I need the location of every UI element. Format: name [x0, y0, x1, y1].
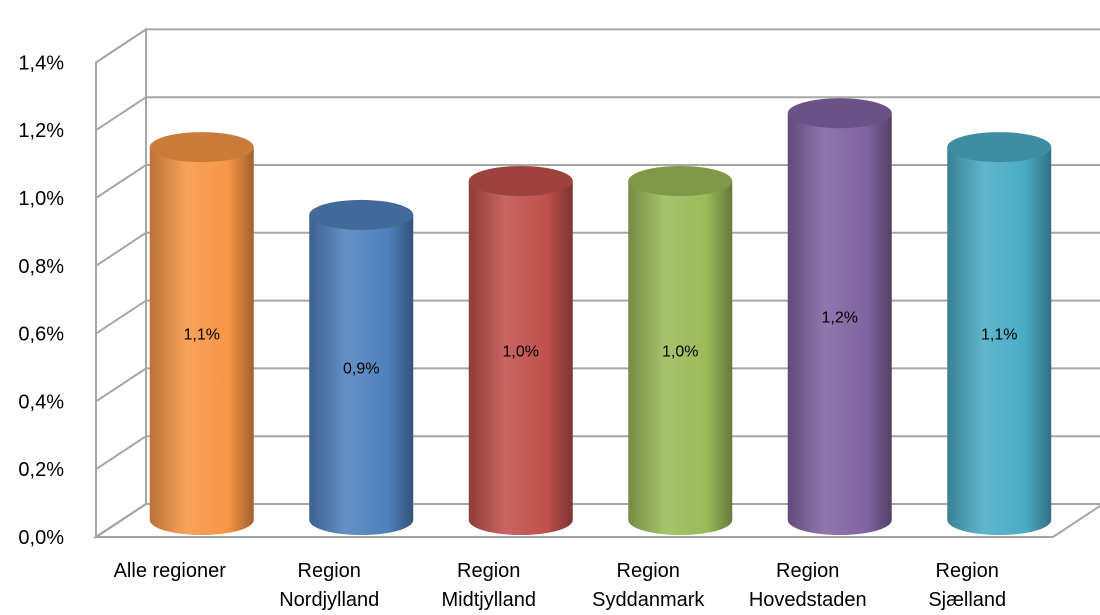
data-label: 1,1%	[981, 327, 1017, 344]
y-axis-ticks: 0,0% 0,2% 0,4% 0,6% 0,8% 1,0% 1,2% 1,4%	[18, 52, 64, 549]
data-label: 1,0%	[662, 344, 698, 361]
category-label: Region Midtjylland	[442, 560, 536, 611]
category-label: Region Hovedstaden	[749, 560, 867, 611]
gridline	[95, 299, 1100, 335]
bar-body	[468, 181, 573, 535]
category-label: Alle regioner	[114, 560, 227, 582]
category-label: Region Syddanmark	[592, 560, 705, 611]
bar-body	[628, 181, 733, 535]
bar-top	[628, 166, 733, 196]
bar: 1,1%	[947, 132, 1052, 535]
data-label: 1,1%	[184, 327, 220, 344]
gridline	[95, 28, 1100, 64]
y-tick-label: 1,0%	[18, 188, 64, 210]
category-label: Region Nordjylland	[279, 560, 379, 611]
bar-top	[947, 132, 1052, 163]
bar-top	[787, 98, 892, 129]
side-wall	[95, 27, 147, 539]
bar-body	[309, 214, 414, 535]
bar: 1,2%	[787, 98, 892, 535]
data-label: 0,9%	[343, 360, 379, 377]
bar-top	[468, 166, 573, 196]
y-tick-label: 1,2%	[18, 120, 64, 142]
bar-body	[947, 147, 1052, 535]
y-tick-label: 0,4%	[18, 391, 64, 413]
gridline	[95, 96, 1100, 132]
gridline	[95, 367, 1100, 403]
bar-body	[149, 147, 254, 535]
gridline	[95, 231, 1100, 267]
y-tick-label: 0,6%	[18, 324, 64, 346]
data-label: 1,2%	[822, 310, 858, 327]
y-tick-label: 0,8%	[18, 256, 64, 278]
gridline	[95, 164, 1100, 199]
bar: 1,1%	[149, 132, 254, 535]
y-tick-label: 0,0%	[18, 527, 64, 549]
x-axis-labels: Alle regioner Region Nordjylland Region Midt…	[114, 560, 1007, 611]
gridline	[95, 435, 1100, 471]
y-tick-label: 0,2%	[18, 459, 64, 481]
data-label: 1,0%	[503, 344, 539, 361]
bar-top	[149, 132, 254, 163]
bar: 0,9%	[309, 199, 414, 535]
y-tick-label: 1,4%	[18, 52, 64, 74]
bar-top	[309, 199, 414, 230]
bars: 1,1% 0,9% 1,0% 1,0% 1,2% 1,1%	[149, 98, 1052, 535]
bar: 1,0%	[468, 166, 573, 535]
bar-body	[787, 113, 892, 535]
category-label: Region Sjælland	[928, 560, 1006, 611]
gridlines	[95, 28, 1100, 538]
gridline	[95, 503, 1100, 538]
bar: 1,0%	[628, 166, 733, 535]
